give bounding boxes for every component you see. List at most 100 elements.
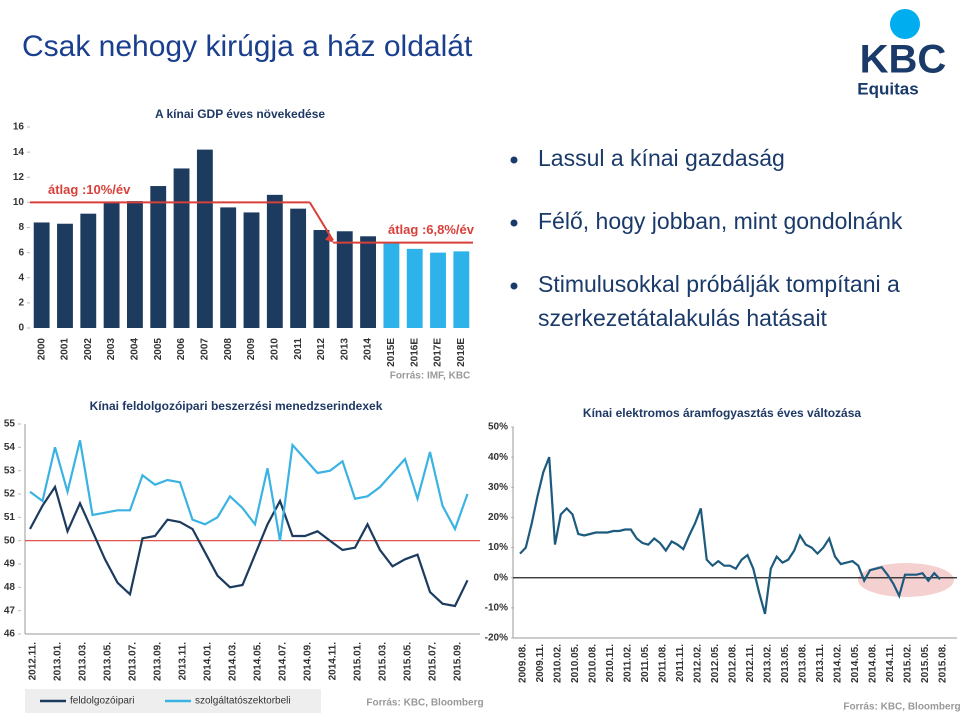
- y-tick-label: 30%: [488, 482, 508, 493]
- x-tick-label: 2007: [200, 338, 211, 361]
- bullet-text: Stimulusokkal próbálják tompítani a: [538, 271, 900, 297]
- x-tick-label: 2009.08.: [518, 644, 529, 683]
- logo-mark: [890, 9, 920, 39]
- line-series: [29, 484, 469, 608]
- x-tick-label: 2005: [153, 338, 164, 361]
- chart-title: Kínai feldolgozóipari beszerzési menedzs…: [90, 399, 383, 413]
- logo: KBC Equitas: [857, 9, 946, 98]
- x-tick-label: 2014.07.: [278, 642, 289, 681]
- y-tick-label: 14: [13, 147, 25, 158]
- y-tick-label: 6: [18, 247, 24, 258]
- x-tick-label: 2014.11.: [885, 644, 896, 683]
- bar: [360, 236, 377, 328]
- x-tick-label: 2013.11.: [178, 642, 189, 681]
- bar: [430, 252, 446, 328]
- x-tick-label: 2011.11.: [675, 644, 686, 682]
- x-tick-label: 2015.02.: [903, 644, 914, 683]
- annotation: átlag :6,8%/év: [388, 222, 475, 237]
- y-tick-label: 16: [13, 122, 25, 133]
- source: Forrás: KBC, Bloomberg: [843, 702, 960, 713]
- x-tick-label: 2006: [176, 338, 187, 361]
- y-tick-label: 10: [13, 197, 25, 208]
- x-tick-label: 2014.03.: [228, 642, 239, 681]
- x-tick-label: 2012.02.: [693, 644, 704, 683]
- bar: [126, 201, 143, 328]
- x-tick-label: 2015.07.: [428, 642, 439, 681]
- y-tick-label: 40%: [488, 452, 508, 463]
- bar: [313, 230, 330, 328]
- x-tick-label: 2014.02.: [833, 644, 844, 683]
- y-tick-label: 8: [18, 222, 24, 233]
- x-tick-label: 2013.08.: [798, 644, 809, 683]
- annotation: átlag :10%/év: [48, 182, 131, 197]
- source: Forrás: IMF, KBC: [390, 371, 471, 382]
- logo-sub: Equitas: [857, 79, 918, 98]
- legend-label: szolgáltatószektorbeli: [195, 696, 291, 707]
- x-tick-label: 2011: [293, 338, 304, 360]
- x-tick-label: 2008: [223, 338, 234, 361]
- x-tick-label: 2012.11.: [745, 644, 756, 683]
- y-tick-label: 52: [4, 489, 16, 500]
- y-tick-label: 47: [4, 605, 16, 616]
- y-tick-label: 48: [4, 582, 16, 593]
- y-tick-label: 20%: [488, 512, 508, 523]
- x-tick-label: 2004: [130, 338, 141, 361]
- x-tick-label: 2010: [269, 338, 280, 361]
- y-tick-label: 55: [4, 419, 16, 430]
- bar: [266, 194, 283, 328]
- bar: [57, 223, 73, 328]
- x-tick-label: 2014.05.: [253, 642, 264, 681]
- x-tick-label: 2009: [246, 338, 257, 361]
- bar: [33, 222, 50, 328]
- x-tick-label: 2012: [316, 338, 327, 361]
- x-tick-label: 2011.05.: [640, 644, 651, 683]
- x-tick-label: 2015.08.: [938, 644, 949, 683]
- x-tick-label: 2011.08.: [658, 644, 669, 683]
- x-tick-label: 2009.11.: [535, 644, 546, 683]
- x-tick-label: 2012.11.: [28, 642, 39, 681]
- y-tick-label: 53: [4, 465, 16, 476]
- x-tick-label: 2013.11.: [815, 644, 826, 683]
- x-tick-label: 2010.02.: [553, 644, 564, 683]
- x-tick-label: 2014.05.: [850, 644, 861, 683]
- x-tick-label: 2013.02.: [763, 644, 774, 683]
- x-tick-label: 2010.08.: [588, 644, 599, 683]
- x-tick-label: 2010.11.: [605, 644, 616, 683]
- x-tick-label: 2013.01.: [53, 642, 64, 681]
- line-series: [519, 456, 941, 615]
- y-tick-label: 51: [4, 512, 16, 523]
- x-tick-label: 2014.01.: [203, 642, 214, 681]
- x-tick-label: 2015.05.: [403, 642, 414, 681]
- x-tick-label: 2015.09.: [453, 642, 464, 681]
- bullet-dot: [510, 156, 518, 164]
- slide-title: Csak nehogy kirúgja a ház oldalát: [22, 30, 473, 63]
- y-tick-label: 0%: [494, 572, 509, 583]
- y-tick-label: 50%: [488, 422, 508, 433]
- y-tick-label: 54: [4, 442, 16, 453]
- arrow-head: [325, 233, 334, 243]
- y-tick-label: 4: [18, 272, 24, 283]
- bar: [150, 186, 167, 328]
- logo-brand: KBC: [860, 38, 947, 82]
- y-tick-label: 12: [13, 172, 25, 183]
- bullet-text: Lassul a kínai gazdaság: [538, 145, 785, 171]
- x-tick-label: 2012.08.: [728, 644, 739, 683]
- x-tick-label: 2016E: [409, 338, 420, 367]
- bullet-text: szerkezetátalakulás hatásait: [538, 305, 828, 331]
- bullet-text: Félő, hogy jobban, mint gondolnánk: [538, 208, 903, 234]
- x-tick-label: 2010.05.: [570, 644, 581, 683]
- bullet-dot: [510, 282, 518, 290]
- x-tick-label: 2013.03.: [78, 642, 89, 681]
- bar: [290, 208, 307, 328]
- x-tick-label: 2014: [363, 338, 374, 361]
- y-tick-label: -20%: [485, 633, 508, 644]
- x-tick-label: 2014.11.: [328, 642, 339, 681]
- x-tick-label: 2014.09.: [303, 642, 314, 681]
- y-tick-label: 46: [4, 629, 16, 640]
- x-tick-label: 2018E: [456, 338, 467, 367]
- bar: [196, 149, 213, 328]
- y-tick-label: 49: [4, 559, 16, 570]
- source: Forrás: KBC, Bloomberg: [366, 698, 483, 709]
- x-tick-label: 2017E: [433, 338, 444, 367]
- x-tick-label: 2002: [83, 338, 94, 361]
